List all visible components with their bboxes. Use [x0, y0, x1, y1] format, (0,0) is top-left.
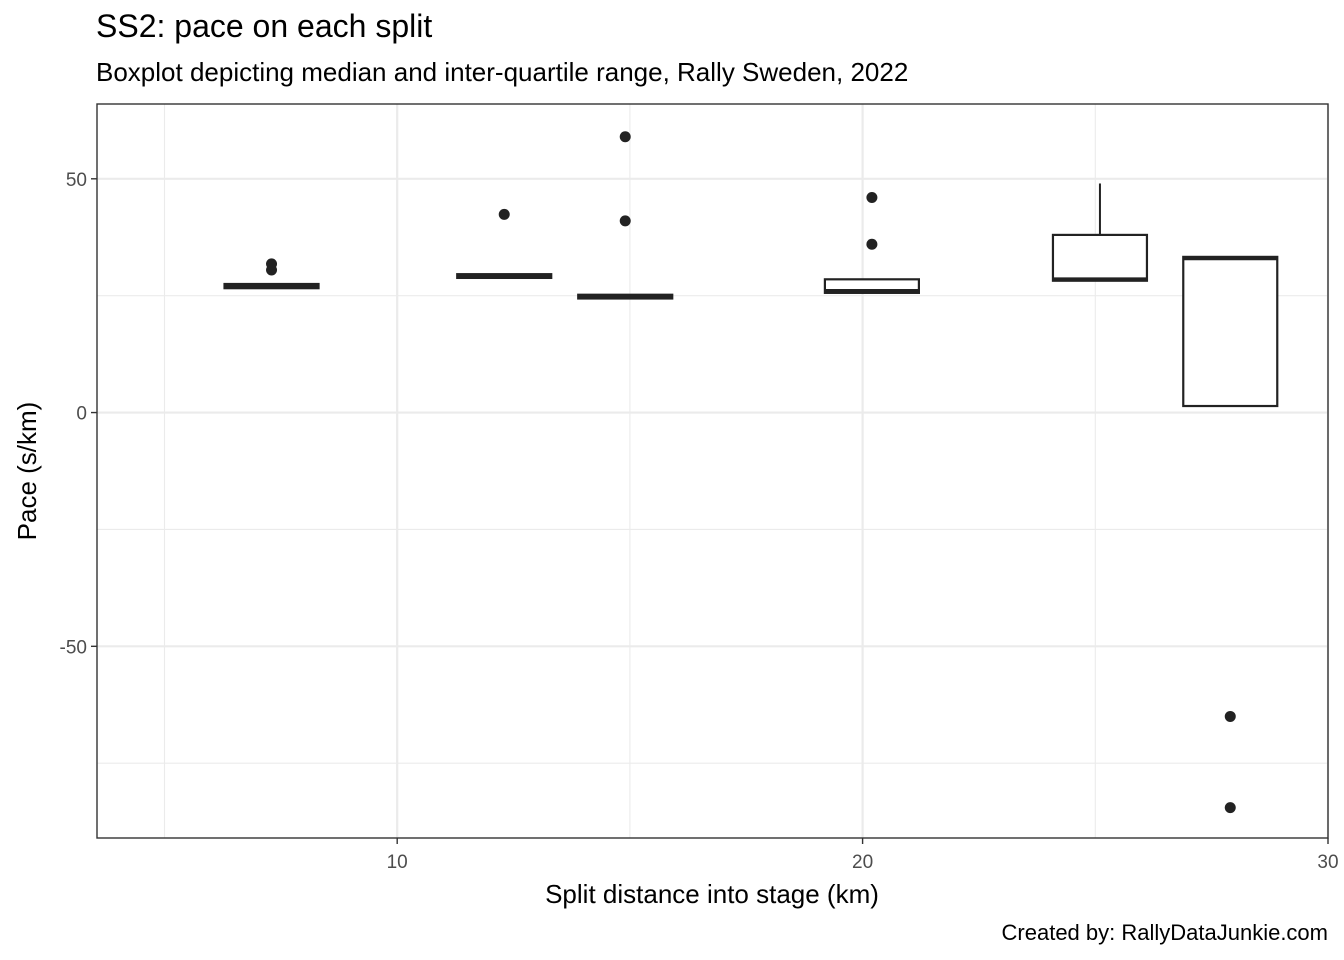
box-iqr: [1051, 233, 1149, 282]
box-group: [1182, 255, 1279, 814]
x-tick-label: 10: [387, 852, 408, 873]
y-tick-label: -50: [60, 637, 87, 658]
panel-border: [96, 103, 1329, 839]
outlier-point: [619, 215, 631, 227]
outlier-point: [498, 208, 510, 220]
y-tick-label: 50: [66, 170, 87, 191]
box-group: [456, 208, 553, 280]
chart-title: SS2: pace on each split: [96, 8, 433, 44]
box-iqr: [1182, 255, 1279, 408]
boxes-layer: [223, 131, 1279, 814]
x-tick-label: 20: [852, 852, 873, 873]
y-tick-label: 0: [76, 404, 87, 425]
box-group: [1051, 183, 1149, 282]
outlier-point: [866, 192, 878, 204]
major-gridlines: [97, 104, 1330, 838]
outlier-point: [266, 258, 278, 270]
y-axis: -50 0 50: [60, 170, 97, 658]
chart-subtitle: Boxplot depicting median and inter-quart…: [96, 57, 909, 87]
minor-gridlines: [97, 104, 1328, 838]
x-tick-label: 30: [1317, 852, 1338, 873]
outlier-point: [866, 238, 878, 250]
y-axis-title: Pace (s/km): [12, 402, 42, 541]
x-axis: 10 20 30: [387, 838, 1339, 873]
box-group: [823, 192, 921, 294]
outlier-point: [619, 131, 631, 143]
chart-caption: Created by: RallyDataJunkie.com: [1001, 920, 1328, 945]
box-group: [577, 131, 674, 300]
outlier-point: [1224, 710, 1236, 722]
outlier-point: [1224, 802, 1236, 814]
box-group: [223, 258, 320, 290]
x-axis-title: Split distance into stage (km): [545, 879, 879, 909]
